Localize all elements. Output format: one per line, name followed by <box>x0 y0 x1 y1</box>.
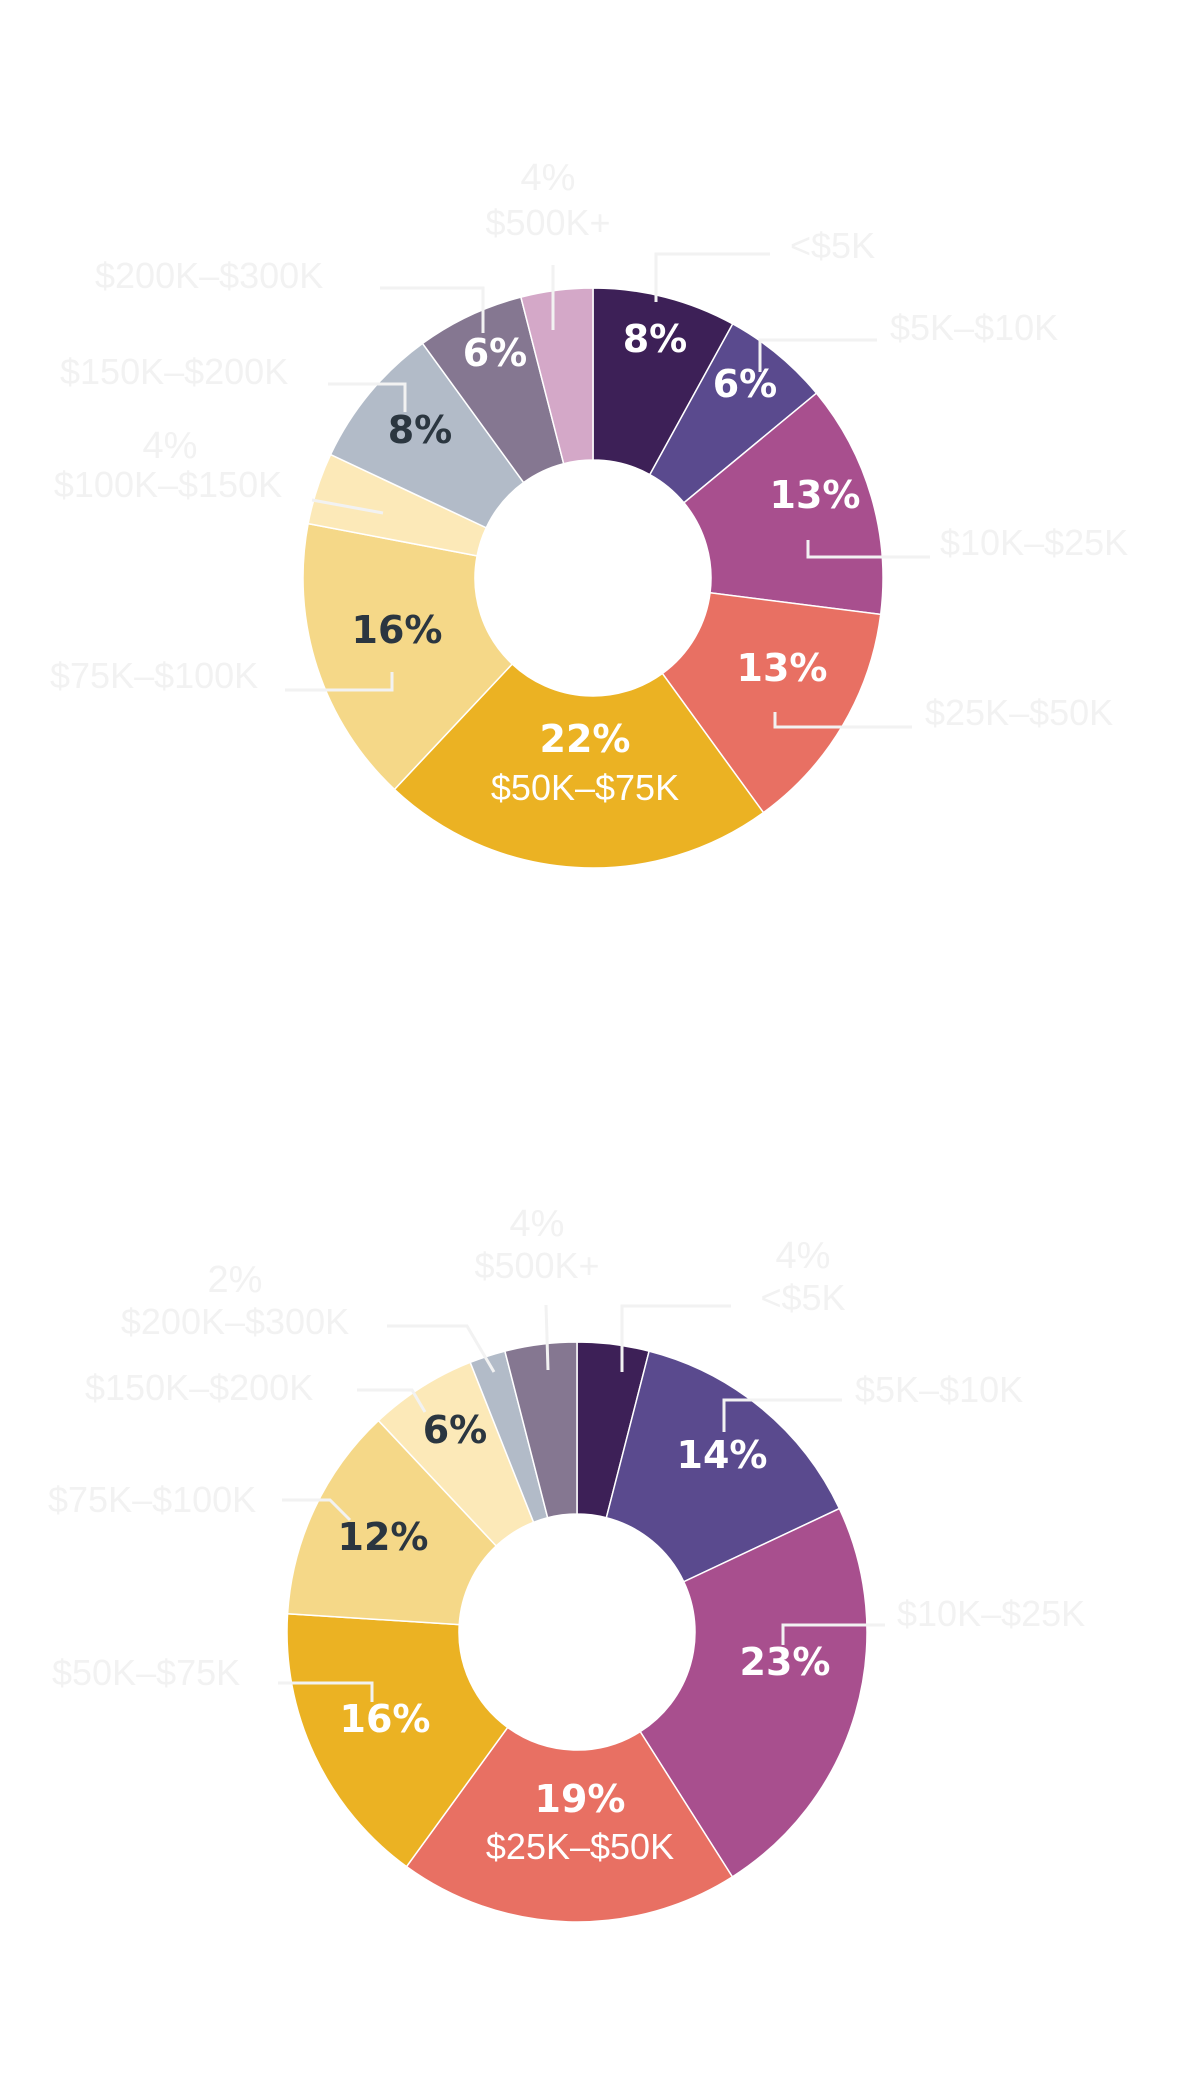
slice-1-8 <box>503 1341 578 1519</box>
value-label-1-6: 6% <box>423 1408 488 1452</box>
category-label-1-6: $150K–$200K <box>85 1367 313 1408</box>
value-label-0-3: 13% <box>737 646 828 690</box>
slice-0-2 <box>682 392 884 616</box>
value-label-0-0: 8% <box>623 317 688 361</box>
leader-line-1-8 <box>544 1304 550 1371</box>
value-label-0-7: 8% <box>388 408 453 452</box>
category-label-0-2: $10K–$25K <box>940 522 1128 563</box>
category-label-0-5: $75K–$100K <box>50 655 258 696</box>
leader-line-0-7 <box>328 382 407 412</box>
category-label-1-2: $10K–$25K <box>897 1593 1085 1634</box>
category-label-0-0: <$5K <box>790 225 875 266</box>
value-label-0-1: 6% <box>713 362 778 406</box>
value-label-1-8: 4% <box>510 1203 565 1245</box>
leader-line-1-1 <box>722 1398 842 1432</box>
value-label-1-7: 2% <box>208 1259 263 1301</box>
value-label-1-0: 4% <box>776 1235 831 1277</box>
leader-line-1-0 <box>620 1304 731 1372</box>
category-label-1-0: <$5K <box>760 1277 845 1318</box>
slice-0-9 <box>519 287 594 465</box>
category-label-1-4: $50K–$75K <box>52 1652 240 1693</box>
leader-line-0-3 <box>773 712 912 729</box>
category-label-0-3: $25K–$50K <box>925 692 1113 733</box>
leader-line-0-2 <box>806 540 930 559</box>
category-label-1-5: $75K–$100K <box>48 1479 256 1520</box>
leader-line-0-5 <box>285 672 394 692</box>
value-label-1-1: 14% <box>677 1433 768 1477</box>
leader-line-0-1 <box>758 338 877 372</box>
category-label-1-7: $200K–$300K <box>121 1301 349 1342</box>
value-label-1-4: 16% <box>340 1697 431 1741</box>
slice-1-1 <box>605 1350 841 1583</box>
value-label-1-5: 12% <box>338 1515 429 1559</box>
leader-line-0-0 <box>654 252 770 302</box>
donut-chart-2: $5K–$10K $10K–$25K $50K–$75K $75K–$100K $150… <box>48 1203 1085 1923</box>
value-label-0-8: 6% <box>463 331 528 375</box>
category-label-0-1: $5K–$10K <box>890 307 1058 348</box>
category-label-0-4: $50K–$75K <box>491 767 679 808</box>
leader-line-0-8 <box>380 286 485 333</box>
value-label-0-6: 4% <box>143 425 198 467</box>
category-label-0-9: $500K+ <box>485 202 610 243</box>
slice-0-3 <box>661 591 882 814</box>
value-label-0-9: 4% <box>521 157 576 199</box>
category-label-0-6: $100K–$150K <box>54 464 282 505</box>
category-label-1-3: $25K–$50K <box>486 1826 674 1867</box>
slice-0-4 <box>393 662 765 869</box>
slice-1-5 <box>286 1419 498 1626</box>
slice-1-3 <box>405 1726 734 1923</box>
category-label-1-1: $5K–$10K <box>855 1369 1023 1410</box>
category-label-0-7: $150K–$200K <box>60 351 288 392</box>
slice-1-2 <box>639 1507 868 1878</box>
leader-line-1-5 <box>282 1498 352 1522</box>
value-label-0-2: 13% <box>770 473 861 517</box>
value-label-0-4: 22% <box>540 717 631 761</box>
leader-line-0-6 <box>311 498 384 515</box>
slice-0-5 <box>302 522 514 791</box>
leader-line-1-6 <box>357 1388 427 1413</box>
leader-line-1-7 <box>387 1324 496 1373</box>
category-label-1-8: $500K+ <box>474 1245 599 1286</box>
value-label-1-3: 19% <box>535 1777 626 1821</box>
category-label-0-8: $200K–$300K <box>95 255 323 296</box>
value-label-0-5: 16% <box>352 608 443 652</box>
donut-chart-1: <$5K $5K–$10K $10K–$25K $25K–$50K $75K–$100K… <box>50 157 1128 869</box>
leader-line-1-4 <box>278 1681 374 1702</box>
leader-line-1-2 <box>781 1623 885 1645</box>
slice-1-4 <box>286 1612 509 1868</box>
value-label-1-2: 23% <box>740 1640 831 1684</box>
